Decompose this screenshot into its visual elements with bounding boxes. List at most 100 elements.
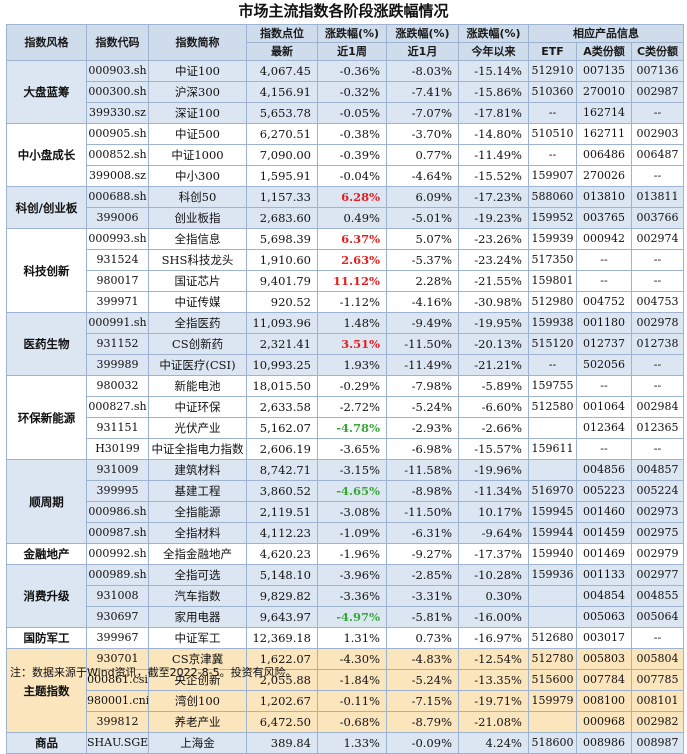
c-share-code-cell: 002984 <box>630 396 685 418</box>
change-1m-cell: -7.15% <box>386 690 459 712</box>
change-ytd-cell: -6.60% <box>458 396 529 418</box>
a-share-code-cell: 162714 <box>576 102 632 124</box>
change-1m-cell: -11.49% <box>386 354 459 376</box>
index-code-cell: 000989.sh <box>86 564 149 586</box>
c-share-code-cell: 002903 <box>630 123 685 145</box>
a-share-code-cell: -- <box>576 438 632 460</box>
change-ytd-cell: -17.37% <box>458 543 529 565</box>
change-1m-cell: -5.81% <box>386 606 459 628</box>
c-share-code-cell: 005804 <box>630 648 685 670</box>
a-share-code-cell: 001459 <box>576 522 632 544</box>
index-name-cell: 建筑材料 <box>148 459 247 481</box>
change-1m-cell: -7.41% <box>386 81 459 103</box>
table-row: 399812 养老产业 6,472.50 -0.68% -8.79% -21.08% 000… <box>6 711 685 733</box>
index-name-cell: 光伏产业 <box>148 417 247 439</box>
etf-code-cell: 159611 <box>528 438 577 460</box>
group-label: 商品 <box>6 732 87 754</box>
index-code-cell: 931152 <box>86 333 149 355</box>
subheader-ytd: 今年以来 <box>458 42 529 61</box>
index-name-cell: 科创50 <box>148 186 247 208</box>
c-share-code-cell: 004857 <box>630 459 685 481</box>
etf-code-cell: 512580 <box>528 396 577 418</box>
table-row: 000852.sh 中证1000 7,090.00 -0.39% 0.77% -11.49… <box>6 144 685 166</box>
table-row: H30199 中证全指电力指数 2,606.19 -3.65% -6.98% -15.57… <box>6 438 685 460</box>
change-1m-cell: -11.50% <box>386 333 459 355</box>
a-share-code-cell: 004854 <box>576 585 632 607</box>
index-level-cell: 5,162.07 <box>246 417 318 439</box>
change-1m-cell: -0.09% <box>386 732 459 754</box>
index-code-cell: 931008 <box>86 585 149 607</box>
change-1m-cell: -9.27% <box>386 543 459 565</box>
index-code-cell: 000827.sh <box>86 396 149 418</box>
etf-code-cell <box>528 585 577 607</box>
etf-code-cell: 515600 <box>528 669 577 691</box>
index-code-cell: SHAU.SGE <box>86 732 149 754</box>
c-share-code-cell: 003766 <box>630 207 685 229</box>
change-1m-cell: -4.83% <box>386 648 459 670</box>
change-ytd-cell: -19.95% <box>458 312 529 334</box>
c-share-code-cell: 007136 <box>630 60 685 82</box>
c-share-code-cell: 013811 <box>630 186 685 208</box>
index-level-cell: 4,067.45 <box>246 60 318 82</box>
index-performance-table: 指数风格 指数代码 指数简称 指数点位 涨跌幅(%) 涨跌幅(%) 涨跌幅(%)… <box>6 24 685 754</box>
change-ytd-cell: -23.26% <box>458 228 529 250</box>
a-share-code-cell: -- <box>576 375 632 397</box>
change-1m-cell: -9.49% <box>386 312 459 334</box>
index-name-cell: 全指信息 <box>148 228 247 250</box>
a-share-code-cell: 001064 <box>576 396 632 418</box>
table-row: 顺周期 931009 建筑材料 8,742.71 -3.15% -11.58% -19.96… <box>6 459 685 544</box>
index-code-cell: 000992.sh <box>86 543 149 565</box>
c-share-code-cell: 002974 <box>630 228 685 250</box>
index-name-cell: 汽车指数 <box>148 585 247 607</box>
index-name-cell: 中证500 <box>148 123 247 145</box>
table-row: 399008.sz 中小300 1,595.91 -0.04% -4.64% -15.52… <box>6 165 685 187</box>
change-ytd-cell: -15.14% <box>458 60 529 82</box>
footnote: 注：数据来源于Wind资讯，截至2022-8-5。投资有风险。 <box>10 666 297 679</box>
table-row: 中小盘成长 000905.sh 中证500 6,270.51 -0.38% -3.70% -… <box>6 123 685 187</box>
index-code-cell: 000987.sh <box>86 522 149 544</box>
c-share-code-cell: 012365 <box>630 417 685 439</box>
table-header: 指数风格 指数代码 指数简称 指数点位 涨跌幅(%) 涨跌幅(%) 涨跌幅(%)… <box>6 24 685 61</box>
change-1m-cell: -5.01% <box>386 207 459 229</box>
change-ytd-cell: -10.28% <box>458 564 529 586</box>
change-1w-cell: -0.11% <box>317 690 387 712</box>
etf-code-cell: 159939 <box>528 228 577 250</box>
index-level-cell: 9,401.79 <box>246 270 318 292</box>
change-1m-cell: -5.24% <box>386 396 459 418</box>
index-level-cell: 9,829.82 <box>246 585 318 607</box>
index-level-cell: 5,653.78 <box>246 102 318 124</box>
index-name-cell: 中证军工 <box>148 627 247 649</box>
index-code-cell: 000688.sh <box>86 186 149 208</box>
c-share-code-cell: -- <box>630 354 685 376</box>
a-share-code-cell: 003017 <box>576 627 632 649</box>
group-label: 科创/创业板 <box>6 186 87 229</box>
table-row: 931151 光伏产业 5,162.07 -4.78% -2.93% -2.66% 0123… <box>6 417 685 439</box>
index-level-cell: 2,633.58 <box>246 396 318 418</box>
header-style: 指数风格 <box>6 24 87 61</box>
change-ytd-cell: 10.17% <box>458 501 529 523</box>
index-level-cell: 1,595.91 <box>246 165 318 187</box>
a-share-code-cell: 005803 <box>576 648 632 670</box>
c-share-code-cell: -- <box>630 375 685 397</box>
index-code-cell: 399008.sz <box>86 165 149 187</box>
index-name-cell: 国证芯片 <box>148 270 247 292</box>
index-name-cell: 中证1000 <box>148 144 247 166</box>
index-name-cell: 中证传媒 <box>148 291 247 313</box>
index-level-cell: 11,093.96 <box>246 312 318 334</box>
a-share-code-cell: 012737 <box>576 333 632 355</box>
subheader-1m: 近1月 <box>386 42 459 61</box>
a-share-code-cell: 162711 <box>576 123 632 145</box>
group-label: 消费升级 <box>6 564 87 628</box>
etf-code-cell: -- <box>528 354 577 376</box>
index-name-cell: 基建工程 <box>148 480 247 502</box>
change-1w-cell: -4.97% <box>317 606 387 628</box>
index-name-cell: 全指能源 <box>148 501 247 523</box>
a-share-code-cell: -- <box>576 249 632 271</box>
change-ytd-cell: -15.86% <box>458 81 529 103</box>
a-share-code-cell: 007135 <box>576 60 632 82</box>
etf-code-cell: 159938 <box>528 312 577 334</box>
change-1w-cell: -2.72% <box>317 396 387 418</box>
index-level-cell: 4,112.23 <box>246 522 318 544</box>
table-row: 399006 创业板指 2,683.60 0.49% -5.01% -19.23% 1599… <box>6 207 685 229</box>
change-1m-cell: -7.07% <box>386 102 459 124</box>
